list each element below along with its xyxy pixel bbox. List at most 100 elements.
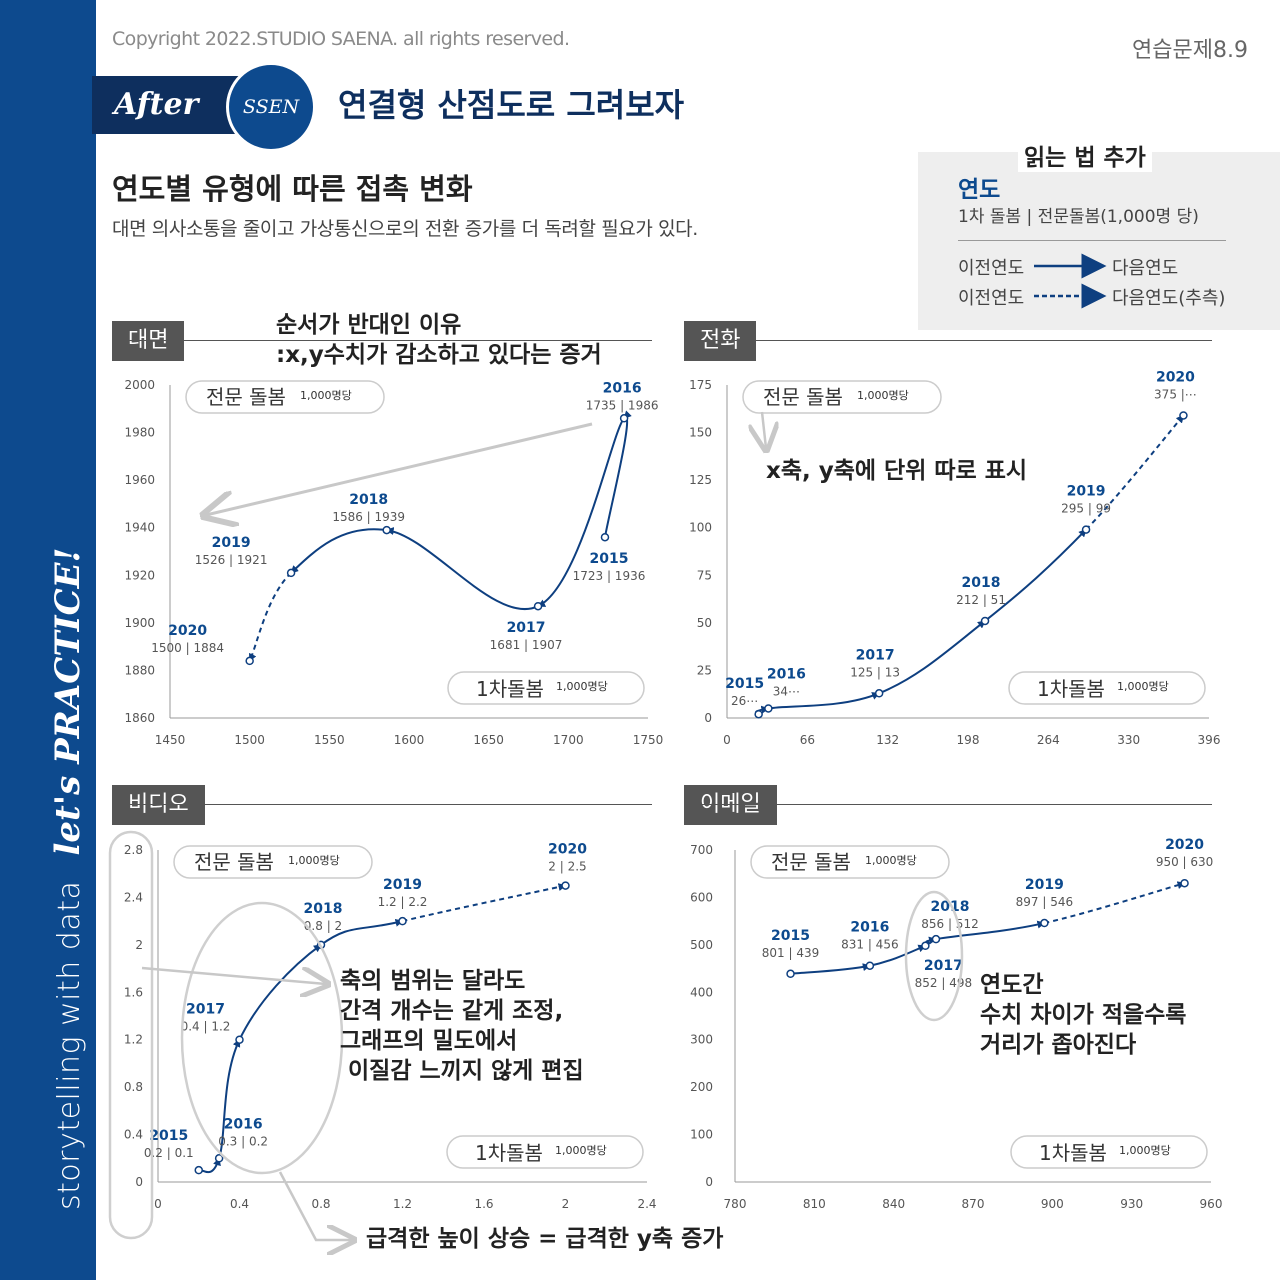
x-axis-title-text: 1차돌봄	[1039, 1141, 1107, 1165]
x-tick-label: 780	[724, 1197, 747, 1211]
legend-divider	[958, 240, 1226, 241]
data-point-2020	[1180, 878, 1189, 888]
year-label: 2018	[304, 901, 343, 917]
video-height-arrow	[278, 1171, 352, 1240]
value-label: 801 | 439	[762, 946, 819, 960]
value-label: 375 |⋯	[1154, 387, 1197, 401]
x-axis-title: 1차돌봄 1,000명당	[1010, 1135, 1208, 1169]
y-tick-label: 75	[697, 568, 712, 582]
x-tick-label: 1.2	[393, 1197, 412, 1211]
x-tick-label: 264	[1037, 733, 1060, 747]
y-tick-label: 50	[697, 616, 712, 630]
y-tick-label: 1980	[124, 426, 155, 440]
value-label: 1723 | 1936	[573, 569, 646, 583]
data-point-2018	[931, 934, 941, 944]
year-label: 2020	[1156, 369, 1195, 385]
y-axis-title: 전문 돌봄 1,000명당	[173, 845, 373, 879]
year-label: 2019	[1025, 877, 1064, 893]
y-tick-label: 2.8	[124, 843, 143, 857]
sidebar: storytelling with data let's PRACTICE!	[0, 0, 96, 1280]
y-tick-label: 100	[690, 1128, 713, 1142]
y-tick-label: 175	[689, 378, 712, 392]
year-label: 2016	[767, 666, 806, 682]
x-tick-label: 1550	[314, 733, 345, 747]
video-range-arrow	[141, 966, 326, 984]
data-point-2017	[874, 689, 884, 698]
value-label: 26⋯	[731, 694, 758, 708]
data-point-2015	[754, 709, 763, 719]
panel-rule-phone	[684, 340, 1212, 341]
series-segment-actual	[320, 918, 404, 946]
y-axis-title-text: 전문 돌봄	[206, 385, 286, 409]
y-tick-label: 200	[690, 1080, 713, 1094]
x-tick-label: 870	[962, 1197, 985, 1211]
x-tick-label: 840	[882, 1197, 905, 1211]
value-label: 897 | 546	[1016, 895, 1073, 909]
y-axis-unit-text: 1,000명당	[865, 854, 917, 867]
y-axis-title-text: 전문 돌봄	[763, 385, 843, 409]
series-segment-projected	[248, 572, 292, 662]
year-label: 2015	[725, 676, 764, 692]
data-point-2016	[619, 414, 629, 423]
series-segment-actual	[218, 1038, 241, 1159]
panel-rule-face	[112, 340, 652, 341]
year-label: 2020	[548, 842, 587, 858]
y-tick-label: 1960	[124, 473, 155, 487]
series-segment-actual	[790, 963, 871, 975]
data-point-2020	[245, 656, 254, 666]
video-y-axis-ellipse	[108, 830, 154, 1240]
email-cluster-ellipse	[904, 890, 964, 1022]
y-tick-label: 2000	[124, 378, 155, 392]
y-axis-title-pill	[185, 380, 385, 414]
data-point-2017	[921, 941, 930, 951]
note-email-distance: 연도간 수치 차이가 적을수록 거리가 좁아진다	[980, 972, 1187, 1058]
y-tick-label: 400	[690, 985, 713, 999]
value-label: 831 | 456	[841, 938, 898, 952]
value-label: 125 | 13	[850, 665, 900, 679]
data-point-2020	[561, 881, 570, 890]
x-tick-label: 0.8	[311, 1197, 330, 1211]
y-axis-title: 전문 돌봄 1,000명당	[750, 845, 950, 879]
year-label: 2019	[383, 877, 422, 893]
headline: 연결형 산점도로 그려보자	[338, 86, 685, 124]
y-axis-title-text: 전문 돌봄	[194, 850, 274, 874]
value-label: 1.2 | 2.2	[378, 895, 428, 909]
year-label: 2016	[224, 1116, 263, 1132]
year-label: 2015	[149, 1128, 188, 1144]
year-label: 2018	[962, 575, 1001, 591]
data-point-2016	[865, 961, 875, 970]
x-axis-title-pill	[1010, 1135, 1208, 1169]
note-face-reverse: 순서가 반대인 이유 :x,y수치가 감소하고 있다는 증거	[276, 312, 602, 368]
x-tick-label: 1700	[553, 733, 584, 747]
series-segment-actual	[878, 620, 986, 695]
value-label: 0.8 | 2	[304, 919, 342, 933]
exercise-label: 연습문제8.9	[1132, 38, 1248, 63]
y-tick-label: 0	[705, 1175, 713, 1189]
y-tick-label: 0.4	[124, 1128, 143, 1142]
y-tick-label: 1860	[124, 711, 155, 725]
y-tick-label: 1880	[124, 663, 155, 677]
panel-rule-video	[112, 804, 652, 805]
y-tick-label: 125	[689, 473, 712, 487]
y-tick-label: 1.2	[124, 1033, 143, 1047]
value-label: 212 | 51	[956, 593, 1006, 607]
value-label: 1586 | 1939	[332, 510, 405, 524]
series-segment-actual	[984, 528, 1087, 622]
y-tick-label: 1940	[124, 521, 155, 535]
x-tick-label: 132	[876, 733, 899, 747]
y-tick-label: 0.8	[124, 1080, 143, 1094]
x-axis-unit-text: 1,000명당	[1117, 680, 1169, 693]
x-tick-label: 960	[1200, 1197, 1223, 1211]
year-label: 2017	[186, 1002, 225, 1018]
data-point-2017	[533, 601, 543, 611]
y-tick-label: 2.4	[124, 890, 143, 904]
x-axis-title-text: 1차돌봄	[475, 1141, 543, 1165]
page-title: 연도별 유형에 따른 접촉 변화	[112, 172, 473, 206]
value-label: 295 | 99	[1061, 502, 1111, 516]
data-point-2015	[600, 532, 610, 542]
x-tick-label: 1750	[633, 733, 664, 747]
y-tick-label: 1900	[124, 616, 155, 630]
x-axis-title-pill	[447, 671, 645, 705]
note-video-range: 축의 범위는 달라도 간격 개수는 같게 조정, 그래프의 밀도에서 이질감 느…	[340, 968, 584, 1084]
